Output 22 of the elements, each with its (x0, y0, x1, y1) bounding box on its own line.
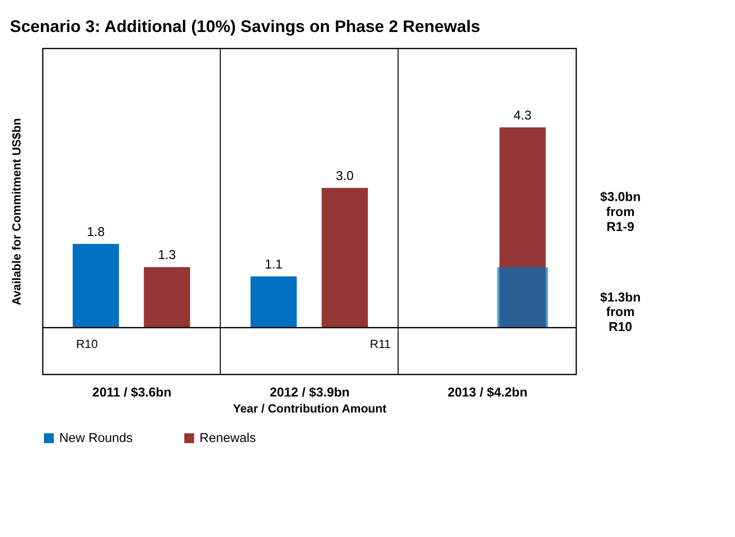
data-label: 1.1 (264, 256, 283, 272)
bar (144, 267, 190, 328)
annotation: R11 (370, 336, 392, 351)
x-tick-label: 2013 / $4.2bn (448, 384, 528, 400)
annotation: R10 (76, 336, 98, 351)
x-tick-label: 2011 / $3.6bn (92, 384, 172, 400)
bar (250, 276, 297, 328)
legend-label: Renewals (200, 430, 256, 446)
data-label: 3.0 (336, 168, 354, 184)
text: $3.0bn from R1-9 (600, 189, 641, 234)
x-axis-title: Year / Contribution Amount (232, 401, 387, 416)
data-label: 1.8 (86, 224, 105, 239)
legend-label: New Rounds (59, 430, 133, 446)
bar (497, 267, 548, 328)
bar (72, 244, 119, 328)
bar (322, 188, 368, 328)
data-label: 4.3 (514, 107, 532, 122)
data-label: 1.3 (158, 247, 176, 262)
y-axis-title: Available for Commitment US$bn (9, 118, 24, 306)
x-tick-label: 2012 / $3.9bn (270, 384, 350, 400)
chart-title: Scenario 3: Additional (10%) Savings on Phase 2 Renewals (10, 16, 480, 36)
text: $1.3bn from R10 (600, 289, 641, 334)
